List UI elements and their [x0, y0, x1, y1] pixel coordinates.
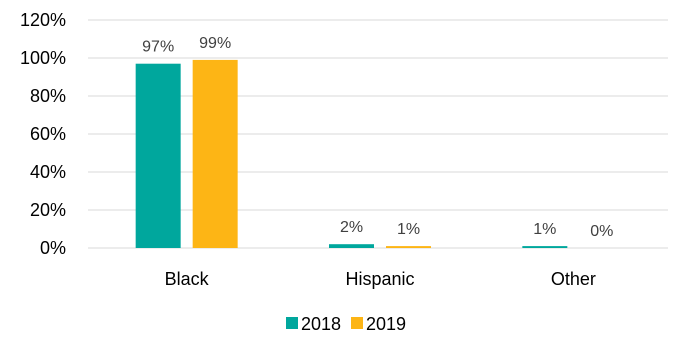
y-tick-label: 20% — [30, 200, 66, 220]
x-axis-category-labels: Black Hispanic Other — [165, 269, 596, 289]
x-category-label: Other — [551, 269, 596, 289]
y-tick-label: 60% — [30, 124, 66, 144]
legend-swatch-2018 — [286, 317, 298, 329]
y-tick-label: 100% — [20, 48, 66, 68]
y-tick-label: 40% — [30, 162, 66, 182]
data-label: 1% — [533, 221, 556, 238]
bar-2018 — [522, 246, 568, 248]
data-label: 99% — [199, 35, 231, 52]
x-category-label: Black — [165, 269, 210, 289]
bar-2018 — [135, 63, 181, 249]
legend-label: 2018 — [301, 314, 341, 334]
y-axis-tick-labels: 0% 20% 40% 60% 80% 100% 120% — [20, 10, 66, 258]
data-labels: 97% 99% 2% 1% 1% 0% — [142, 35, 613, 240]
bar-2018 — [329, 244, 374, 248]
x-category-label: Hispanic — [345, 269, 414, 289]
data-label: 97% — [142, 39, 174, 56]
data-label: 2% — [340, 219, 363, 236]
data-label: 1% — [397, 221, 420, 238]
legend-swatch-2019 — [351, 317, 363, 329]
data-label: 0% — [590, 223, 613, 240]
legend-label: 2019 — [366, 314, 406, 334]
legend: 2018 2019 — [286, 314, 406, 334]
bar-2019 — [386, 246, 431, 248]
y-tick-label: 80% — [30, 86, 66, 106]
gridlines — [88, 19, 668, 249]
y-tick-label: 120% — [20, 10, 66, 30]
bar-2019 — [192, 59, 238, 249]
bars — [135, 59, 568, 249]
y-tick-label: 0% — [40, 238, 66, 258]
